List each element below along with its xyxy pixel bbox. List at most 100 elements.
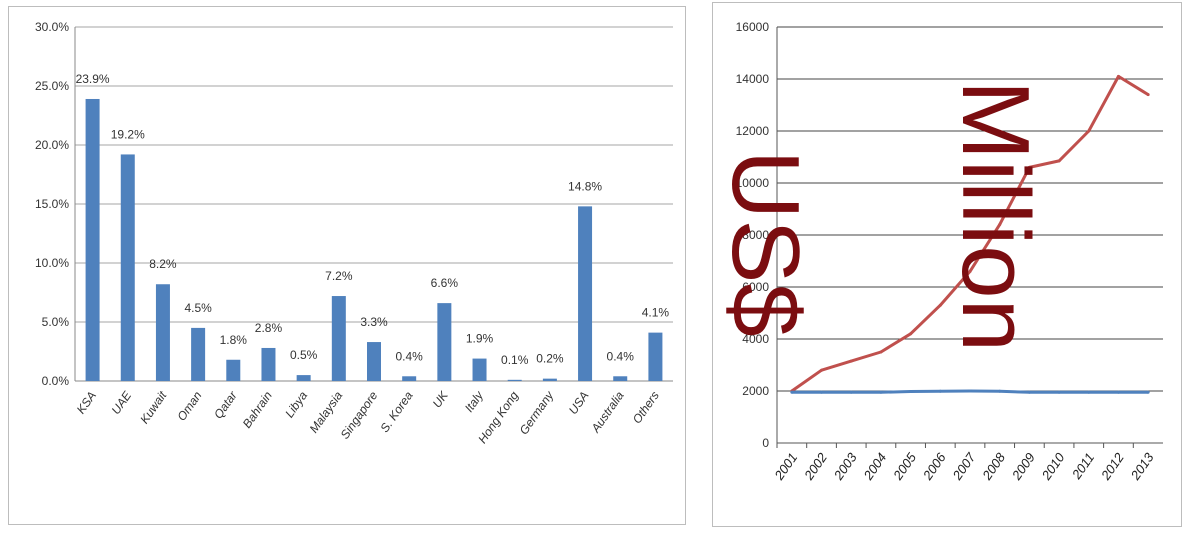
data-point (998, 389, 1002, 393)
data-point (1057, 390, 1061, 394)
category-label: Qatar (211, 388, 240, 421)
category-label: Germany (517, 388, 557, 437)
data-label: 0.4% (607, 349, 635, 363)
category-label: Oman (174, 388, 204, 423)
overlay-million-text: Million (942, 80, 1049, 353)
data-point (879, 350, 883, 354)
category-label: Kuwait (137, 388, 170, 426)
x-tick-label: 2012 (1097, 449, 1127, 483)
bar-chart: 0.0% 5.0% 10.0% 15.0% 20.0% 25.0% 30.0% 23.9% KS… (35, 20, 673, 446)
data-point (909, 332, 913, 336)
bar (542, 378, 557, 381)
y-tick-label: 20.0% (35, 138, 69, 152)
data-label: 3.3% (360, 315, 388, 329)
data-label: 6.6% (431, 276, 459, 290)
category-label: Italy (462, 388, 487, 415)
y-tick-label: 10000 (736, 176, 770, 190)
data-label: 0.2% (536, 352, 564, 366)
x-tick-label: 2011 (1068, 450, 1097, 482)
data-point (849, 359, 853, 363)
x-tick-label: 2005 (890, 449, 920, 483)
x-tick-label: 2009 (1008, 450, 1037, 483)
bar-chart-panel: 0.0% 5.0% 10.0% 15.0% 20.0% 25.0% 30.0% 23.9% KS… (8, 6, 686, 525)
data-point (849, 390, 853, 394)
data-point (1087, 129, 1091, 133)
data-point (820, 368, 824, 372)
x-tick-label: 2007 (949, 449, 979, 483)
data-label: 2.8% (255, 321, 283, 335)
y-tick-label: 5.0% (42, 315, 70, 329)
y-tick-label: 15.0% (35, 197, 69, 211)
data-label: 0.1% (501, 353, 529, 367)
y-tick-label: 10.0% (35, 256, 69, 270)
category-label: Others (630, 389, 662, 427)
data-point (968, 389, 972, 393)
data-label: 8.2% (149, 257, 177, 271)
data-point (1146, 93, 1150, 97)
data-point (938, 389, 942, 393)
x-tick-label: 2006 (919, 449, 949, 483)
category-label: Australia (588, 388, 627, 435)
x-tick-label: 2002 (801, 449, 831, 483)
y-tick-label: 0.0% (42, 374, 70, 388)
line-chart: 0 2000 4000 6000 8000 10000 12000 14000 16000 200… (736, 20, 1163, 483)
category-label: Bahrain (240, 388, 275, 430)
data-label: 4.1% (642, 306, 670, 320)
bar (155, 284, 170, 381)
data-point (1146, 390, 1150, 394)
data-label: 7.2% (325, 269, 353, 283)
data-label: 1.9% (466, 332, 494, 346)
category-label: S. Korea (377, 388, 415, 435)
data-point (1116, 74, 1120, 78)
bar (613, 376, 628, 381)
bar (226, 359, 241, 381)
data-point (879, 390, 883, 394)
category-label: UK (430, 388, 452, 411)
y-tick-label: 30.0% (35, 20, 69, 34)
overlay-usd-text: US$ (712, 150, 819, 337)
bar (472, 358, 487, 381)
bar (507, 379, 522, 381)
data-label: 0.5% (290, 348, 318, 362)
y-tick-label: 2000 (742, 384, 769, 398)
y-tick-label: 14000 (736, 72, 770, 86)
category-label: KSA (74, 389, 99, 417)
bar (331, 296, 346, 381)
data-label: 0.4% (395, 349, 423, 363)
y-tick-label: 4000 (742, 332, 769, 346)
bar (261, 347, 276, 381)
bar (648, 332, 663, 381)
y-tick-label: 12000 (736, 124, 770, 138)
category-label: UAE (109, 388, 135, 417)
data-point (1116, 390, 1120, 394)
data-point (790, 390, 794, 394)
bar (578, 206, 593, 381)
data-point (820, 390, 824, 394)
data-point (1027, 390, 1031, 394)
y-tick-label: 25.0% (35, 79, 69, 93)
data-point (1027, 165, 1031, 169)
data-label: 14.8% (568, 179, 602, 193)
data-label: 23.9% (76, 72, 110, 86)
category-label: Libya (282, 388, 310, 420)
category-label: Malaysia (307, 388, 346, 435)
y-tick-label: 6000 (742, 280, 769, 294)
x-tick-label: 2010 (1038, 449, 1068, 483)
data-label: 19.2% (111, 127, 145, 141)
category-label: USA (566, 389, 592, 417)
bar (296, 375, 311, 381)
y-tick-label: 16000 (736, 20, 770, 34)
line-chart-panel: 0 2000 4000 6000 8000 10000 12000 14000 16000 200… (712, 2, 1182, 527)
y-tick-label: 8000 (742, 228, 769, 242)
data-point (938, 303, 942, 307)
bar (85, 98, 100, 381)
bar (191, 327, 206, 381)
x-tick-label: 2004 (860, 450, 889, 483)
x-tick-label: 2001 (771, 450, 800, 483)
bar (367, 342, 381, 381)
x-tick-label: 2008 (979, 449, 1009, 483)
data-point (909, 390, 913, 394)
y-tick-label: 0 (762, 436, 769, 450)
bar (120, 154, 135, 381)
data-label: 4.5% (184, 301, 212, 315)
